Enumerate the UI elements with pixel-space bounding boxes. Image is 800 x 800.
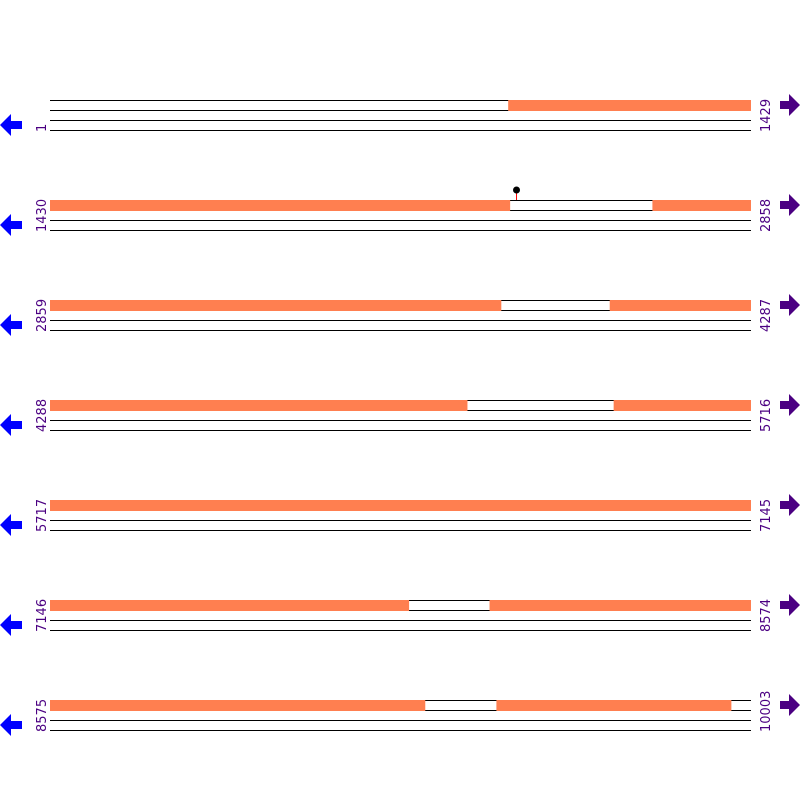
map-row: 7146 8574 [0,594,800,636]
row-start-label: 8575 [35,699,50,732]
row-start-label: 2859 [35,299,50,332]
map-row: 1430 2858 [0,186,800,236]
arrow-left-icon [0,714,22,736]
map-row: 1 1429 [0,94,800,136]
row-end-label: 1429 [759,99,774,132]
feature-block [613,400,751,411]
feature-block [50,400,468,411]
feature-block [489,600,751,611]
feature-block [50,600,410,611]
row-start-label: 7146 [35,599,50,632]
row-start-label: 5717 [35,499,50,532]
arrow-right-icon [780,294,800,316]
marker-pin-icon [513,186,521,194]
arrow-left-icon [0,414,22,436]
arrow-right-icon [780,494,800,516]
row-end-label: 7145 [759,499,774,532]
row-end-label: 5716 [759,399,774,432]
map-row: 4288 5716 [0,394,800,436]
arrow-left-icon [0,214,22,236]
arrow-left-icon [0,114,22,136]
row-end-label: 8574 [759,599,774,632]
map-row: 2859 4287 [0,294,800,336]
feature-block [50,500,751,511]
arrow-right-icon [780,194,800,216]
arrow-left-icon [0,514,22,536]
arrow-right-icon [780,94,800,116]
arrow-right-icon [780,394,800,416]
feature-block [609,300,751,311]
feature-block [50,700,426,711]
feature-block [508,100,751,111]
feature-block [652,200,751,211]
feature-block [50,300,502,311]
arrow-right-icon [780,594,800,616]
map-row: 8575 10003 [0,691,800,736]
feature-block [496,700,732,711]
row-start-label: 1430 [35,199,50,232]
arrow-right-icon [780,694,800,716]
feature-block [50,200,511,211]
row-end-label: 2858 [759,199,774,232]
row-end-label: 4287 [759,299,774,332]
row-end-label: 10003 [759,691,774,732]
arrow-left-icon [0,614,22,636]
row-start-label: 1 [35,124,50,132]
map-row: 5717 7145 [0,494,800,536]
arrow-left-icon [0,314,22,336]
row-start-label: 4288 [35,399,50,432]
